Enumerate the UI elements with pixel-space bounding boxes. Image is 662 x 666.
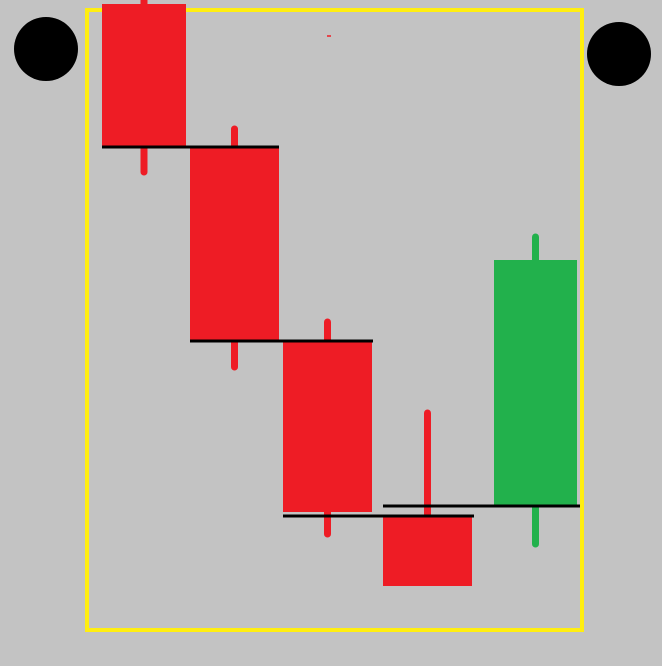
close-levels xyxy=(102,145,580,518)
candle-5-body xyxy=(494,260,577,506)
candle-4 xyxy=(383,409,472,586)
candle-3 xyxy=(283,318,372,538)
candle-2-body xyxy=(190,147,279,341)
candles xyxy=(102,0,577,586)
candle-1 xyxy=(102,0,186,176)
candle-1-body xyxy=(102,4,186,147)
top-left-dot xyxy=(14,17,78,81)
top-right-dot xyxy=(587,22,651,86)
candle-4-body xyxy=(383,516,472,586)
candle-5 xyxy=(494,233,577,548)
candle-2 xyxy=(190,125,279,371)
chart-frame xyxy=(85,8,584,632)
candle-3-body xyxy=(283,341,372,512)
